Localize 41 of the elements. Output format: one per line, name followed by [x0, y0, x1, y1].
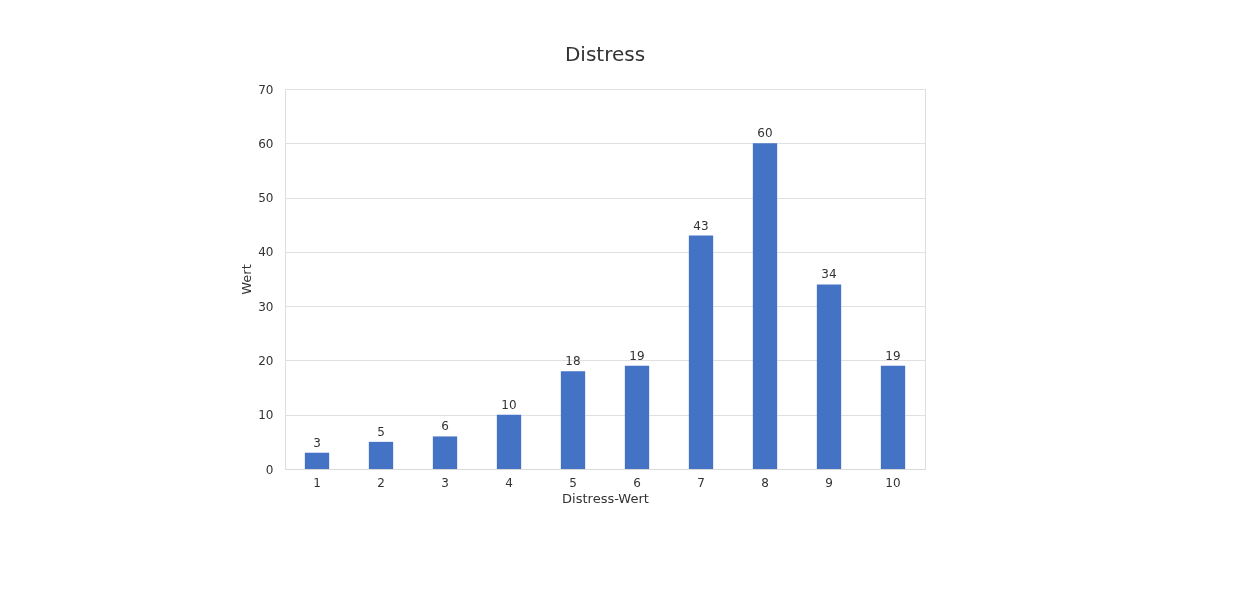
y-tick-label: 30	[258, 299, 274, 314]
x-tick-label: 3	[441, 475, 449, 490]
x-tick-label: 9	[825, 475, 833, 490]
bar	[688, 235, 714, 469]
bar	[432, 436, 458, 469]
x-tick-label: 4	[505, 475, 513, 490]
chart-title: Distress	[564, 42, 646, 66]
y-tick-label: 40	[258, 245, 274, 260]
x-tick-label: 2	[377, 475, 385, 490]
x-tick-label: 8	[761, 475, 769, 490]
y-tick-label: 0	[265, 462, 274, 477]
data-label: 18	[565, 354, 581, 369]
x-tick-label: 10	[885, 475, 901, 490]
bar	[368, 441, 394, 469]
bar	[560, 371, 586, 469]
data-label: 34	[821, 267, 837, 282]
data-label: 5	[377, 424, 385, 439]
data-label: 10	[501, 397, 517, 412]
data-label: 19	[885, 348, 901, 363]
data-label: 43	[693, 218, 709, 233]
bar	[816, 284, 842, 469]
y-tick-label: 20	[258, 353, 274, 368]
y-tick-label: 50	[258, 191, 274, 206]
y-tick-label: 10	[258, 408, 274, 423]
bar	[752, 143, 778, 469]
data-label: 3	[313, 435, 321, 450]
x-tick-label: 7	[697, 475, 705, 490]
data-label: 60	[757, 126, 773, 141]
y-tick-label: 60	[258, 136, 274, 151]
bar	[496, 414, 522, 469]
bar	[304, 452, 330, 469]
y-tick-label: 70	[258, 82, 274, 97]
y-axis-title: Wert	[239, 264, 255, 295]
x-axis-title: Distress-Wert	[562, 490, 649, 506]
bar	[624, 365, 650, 469]
data-label: 6	[441, 419, 449, 434]
x-tick-label: 5	[569, 475, 577, 490]
x-tick-label: 6	[633, 475, 641, 490]
data-label: 19	[629, 348, 645, 363]
bar	[880, 365, 906, 469]
x-tick-label: 1	[313, 475, 321, 490]
